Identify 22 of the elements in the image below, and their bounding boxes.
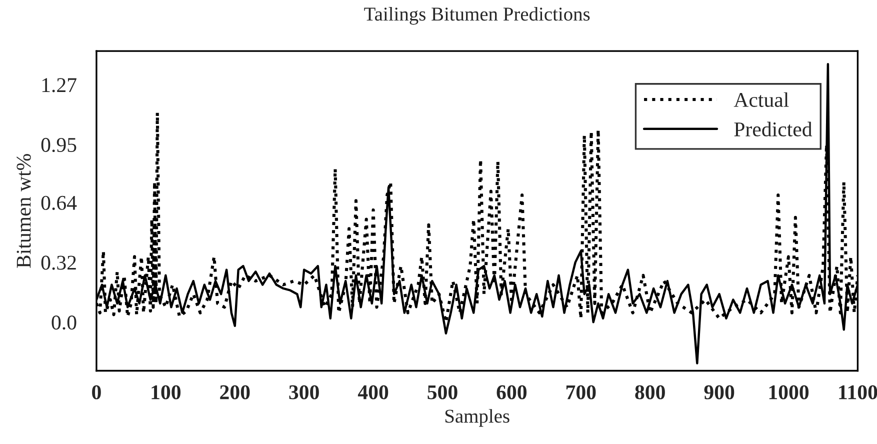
x-tick-label: 100 (152, 385, 181, 400)
x-tick-label: 700 (566, 385, 596, 400)
y-tick-label: 1.27 (42, 78, 76, 92)
x-tick-label: 400 (358, 385, 388, 400)
x-tick-label: 900 (704, 385, 734, 400)
y-tick-label: 0.32 (41, 256, 76, 270)
x-tick-label: 0 (92, 385, 101, 400)
y-axis-title: Bitumen wt% (16, 154, 31, 268)
x-tick-label: 1000 (769, 385, 809, 400)
y-tick-label: 0.64 (41, 196, 77, 210)
y-tick-label: 0.0 (52, 316, 76, 330)
x-tick-label: 800 (635, 385, 665, 400)
x-tick-label: 1100 (839, 385, 877, 400)
x-axis-title: Samples (445, 409, 510, 427)
x-tick-label: 200 (220, 385, 250, 400)
legend-label: Predicted (734, 122, 812, 136)
chart-title: Tailings Bitumen Predictions (364, 7, 590, 25)
x-tick-label: 300 (289, 385, 319, 400)
y-tick-label: 0.95 (41, 138, 76, 152)
x-tick-label: 500 (428, 385, 458, 400)
x-tick-label: 600 (496, 385, 527, 400)
legend-label: Actual (734, 92, 789, 107)
